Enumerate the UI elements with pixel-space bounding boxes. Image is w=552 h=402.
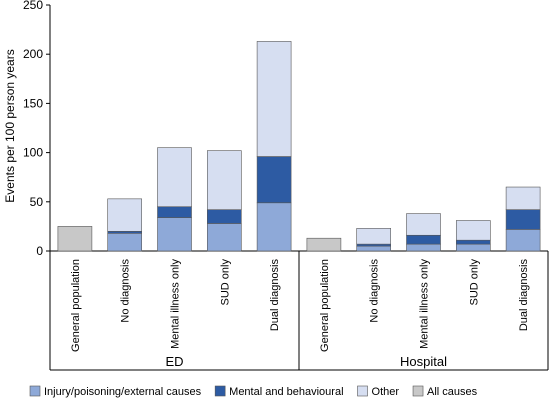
bar-segment-other [455,220,491,241]
bar-segment-other [157,147,192,208]
bar-segment-mental [455,239,491,245]
bar-segment-injury [107,232,142,252]
bar-segment-other [356,228,392,245]
group-label: ED [165,354,183,369]
category-label: General population [70,259,82,352]
category-label: No diagnosis [369,259,381,323]
category-label: Mental illness only [170,259,182,349]
bar-segment-other [505,186,541,210]
y-axis-title: Events per 100 person years [3,49,17,202]
chart-labels: General population No diagnosis Mental ill… [70,259,530,370]
legend-swatch-other [357,385,368,397]
bar-segment-mental [406,234,441,245]
bar-segment-injury [256,202,292,252]
category-label: Mental illness only [419,259,431,349]
chart-bars [57,41,541,252]
chart-legend: Injury/poisoning/external causes Mental a… [29,385,478,398]
y-tick-label: 150 [23,96,43,110]
bar-segment-mental [207,209,242,224]
bar-segment-other [107,198,142,232]
category-label: General population [319,259,331,352]
bar-segment-injury [157,217,192,252]
legend-label-all_causes: All causes [427,386,478,398]
bar-segment-injury [455,243,491,252]
legend-swatch-all_causes [412,385,424,397]
category-label: SUD only [219,259,231,306]
bar-segment-other [256,41,292,157]
bar-segment-mental [505,209,541,230]
bar-segment-other [406,213,441,236]
y-tick-label: 0 [36,244,43,258]
group-label: Hospital [400,354,447,369]
y-tick-label: 50 [30,195,44,209]
bar-segment-other [207,150,242,210]
bar-segment-injury [505,229,541,252]
category-label: Dual diagnosis [269,259,281,332]
category-label: No diagnosis [120,259,132,323]
bar-segment-all_causes [306,237,342,252]
bar-segment-injury [356,245,392,252]
category-label: SUD only [468,259,480,306]
bar-segment-mental [256,156,292,204]
bar-segment-all_causes [57,226,93,252]
bar-segment-injury [406,243,441,252]
y-tick-label: 100 [23,146,43,160]
y-tick-label: 250 [23,0,43,12]
legend-swatch-mental [214,385,226,397]
bar-segment-injury [207,223,242,252]
legend-label-mental: Mental and behavioural [229,386,343,398]
bar-segment-mental [157,206,192,218]
legend-label-injury: Injury/poisoning/external causes [44,386,202,398]
legend-swatch-injury [29,385,41,397]
y-tick-label: 200 [23,47,43,61]
category-label: Dual diagnosis [518,259,530,332]
legend-label-other: Other [372,386,400,398]
